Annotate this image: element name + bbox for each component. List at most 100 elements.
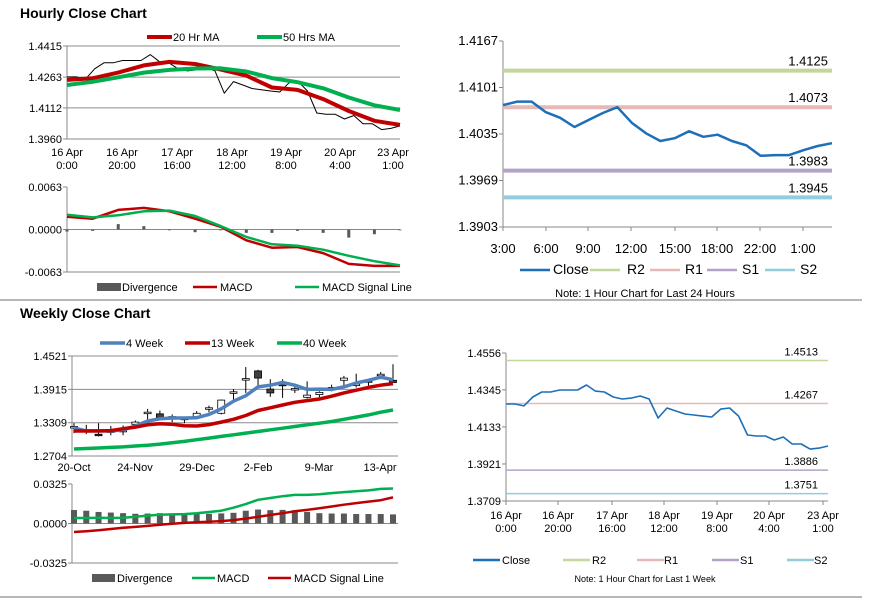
legend-item: 4 Week bbox=[100, 338, 164, 350]
x-tick-label: 1:00 bbox=[790, 241, 815, 256]
series-line-close bbox=[506, 384, 829, 450]
y-tick-label: 0.0325 bbox=[33, 479, 67, 491]
x-tick-label: 19 Apr bbox=[701, 510, 733, 522]
legend-item: MACD Signal Line bbox=[295, 282, 412, 294]
legend-item: 20 Hr MA bbox=[147, 32, 220, 44]
y-tick-label: 1.3903 bbox=[458, 219, 498, 234]
x-tick-label: 18 Apr bbox=[648, 510, 680, 522]
x-tick-label: 22:00 bbox=[744, 241, 777, 256]
divergence-bar bbox=[193, 514, 200, 524]
y-tick-label: 1.4521 bbox=[33, 351, 67, 363]
x-tick-label: 3:00 bbox=[490, 241, 515, 256]
weekly-section-title: Weekly Close Chart bbox=[20, 305, 151, 321]
divergence-bar bbox=[142, 226, 146, 230]
chart-1: 0.0063 0.0000 -0.0063 Divergence MACD MACD Si… bbox=[25, 182, 412, 294]
legend-item: Divergence bbox=[92, 573, 173, 585]
candlestick bbox=[241, 367, 250, 393]
divergence-bar bbox=[116, 224, 120, 230]
y-tick-label: 1.4167 bbox=[458, 33, 498, 48]
x-tick-label: 20:00 bbox=[108, 160, 136, 172]
legend-label: S1 bbox=[742, 261, 759, 277]
legend-label: Close bbox=[553, 261, 589, 277]
legend-item: S2 bbox=[787, 555, 827, 567]
x-tick-label: 9-Mar bbox=[305, 462, 334, 474]
legend-item: 50 Hrs MA bbox=[257, 32, 336, 44]
series-line-40-week bbox=[73, 408, 394, 451]
legend-label: 4 Week bbox=[126, 338, 164, 350]
candlestick bbox=[229, 389, 238, 400]
level-label-s2: 1.3751 bbox=[784, 480, 818, 492]
legend-label: Divergence bbox=[122, 282, 178, 294]
x-tick-label: 1:00 bbox=[382, 160, 403, 172]
divergence-bar bbox=[230, 512, 237, 524]
divergence-bar bbox=[205, 513, 212, 524]
divergence-bar bbox=[91, 229, 95, 231]
y-tick-label: 1.4112 bbox=[29, 103, 62, 115]
divergence-bar bbox=[328, 513, 335, 524]
legend-label: S2 bbox=[814, 555, 827, 567]
divergence-bar bbox=[167, 229, 171, 231]
legend-item: MACD bbox=[193, 282, 252, 294]
divergence-bar bbox=[296, 229, 300, 231]
legend-label: 50 Hrs MA bbox=[283, 32, 336, 44]
y-tick-label: 1.3969 bbox=[458, 173, 498, 188]
x-tick-label: 16 Apr bbox=[106, 147, 138, 159]
legend-item: S1 bbox=[712, 555, 753, 567]
divergence-bar bbox=[219, 229, 223, 231]
legend-item: MACD Signal Line bbox=[268, 573, 384, 585]
x-tick-label: 23 Apr bbox=[807, 510, 839, 522]
candlestick bbox=[266, 379, 275, 397]
x-tick-label: 9:00 bbox=[575, 241, 600, 256]
legend-item: MACD bbox=[192, 573, 249, 585]
legend-item: R1 bbox=[637, 555, 678, 567]
legend-item: R2 bbox=[563, 555, 606, 567]
y-tick-label: 1.4415 bbox=[28, 41, 62, 53]
series-line-13-week bbox=[74, 381, 394, 433]
y-tick-label: -0.0063 bbox=[25, 267, 62, 279]
divergence-bar bbox=[244, 229, 248, 233]
y-tick-label: 1.3309 bbox=[33, 418, 67, 430]
y-tick-label: 0.0000 bbox=[33, 519, 67, 531]
y-tick-label: -0.0325 bbox=[30, 558, 67, 570]
legend-label: MACD Signal Line bbox=[322, 282, 412, 294]
chart-2: 1.4167 1.4101 1.4035 1.3969 1.3903 3:00 6:00 9:… bbox=[458, 33, 833, 300]
y-tick-label: 1.3921 bbox=[467, 459, 501, 471]
divergence-bar bbox=[270, 229, 274, 233]
x-tick-label: 12:00 bbox=[615, 241, 648, 256]
x-tick-label: 16 Apr bbox=[542, 510, 574, 522]
level-label-r2: 1.4125 bbox=[788, 54, 828, 69]
x-tick-label: 8:00 bbox=[275, 160, 296, 172]
legend-label: MACD bbox=[217, 573, 249, 585]
series-line-macd bbox=[66, 206, 400, 268]
y-tick-label: 1.4345 bbox=[467, 385, 501, 397]
divergence-bar bbox=[291, 510, 298, 524]
x-tick-label: 16 Apr bbox=[490, 510, 522, 522]
legend-label: MACD Signal Line bbox=[294, 573, 384, 585]
x-tick-label: 16:00 bbox=[598, 523, 626, 535]
x-tick-label: 18 Apr bbox=[216, 147, 248, 159]
divergence-bar bbox=[279, 509, 286, 524]
legend-item: 13 Week bbox=[185, 338, 255, 350]
legend-item: Divergence bbox=[97, 282, 178, 294]
x-tick-label: 24-Nov bbox=[117, 462, 153, 474]
divergence-bar bbox=[372, 229, 376, 235]
level-label-s2: 1.3945 bbox=[788, 180, 828, 195]
series-line-20-hr-ma bbox=[66, 59, 401, 127]
legend-swatch bbox=[92, 574, 115, 582]
x-tick-label: 16 Apr bbox=[51, 147, 83, 159]
level-label-r1: 1.4073 bbox=[788, 90, 828, 105]
series-line-close bbox=[67, 54, 401, 131]
x-tick-label: 12:00 bbox=[650, 523, 678, 535]
chart-note: Note: 1 Hour Chart for Last 24 Hours bbox=[555, 288, 735, 300]
divergence-bar bbox=[181, 513, 188, 524]
x-tick-label: 0:00 bbox=[495, 523, 516, 535]
x-tick-label: 13-Apr bbox=[363, 462, 396, 474]
legend-label: S1 bbox=[740, 555, 753, 567]
series-line-macd-signal-line bbox=[66, 209, 401, 267]
x-tick-label: 20:00 bbox=[544, 523, 572, 535]
legend-item: S1 bbox=[707, 261, 759, 277]
y-tick-label: 1.3915 bbox=[33, 384, 67, 396]
divergence-bar bbox=[156, 513, 163, 524]
x-tick-label: 15:00 bbox=[659, 241, 692, 256]
